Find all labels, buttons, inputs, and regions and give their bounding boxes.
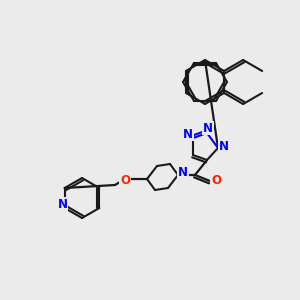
Text: N: N <box>203 122 213 134</box>
Text: N: N <box>183 128 193 140</box>
Text: N: N <box>178 167 188 179</box>
Text: O: O <box>211 175 221 188</box>
Text: N: N <box>58 197 68 211</box>
Text: O: O <box>120 173 130 187</box>
Text: N: N <box>219 140 229 154</box>
